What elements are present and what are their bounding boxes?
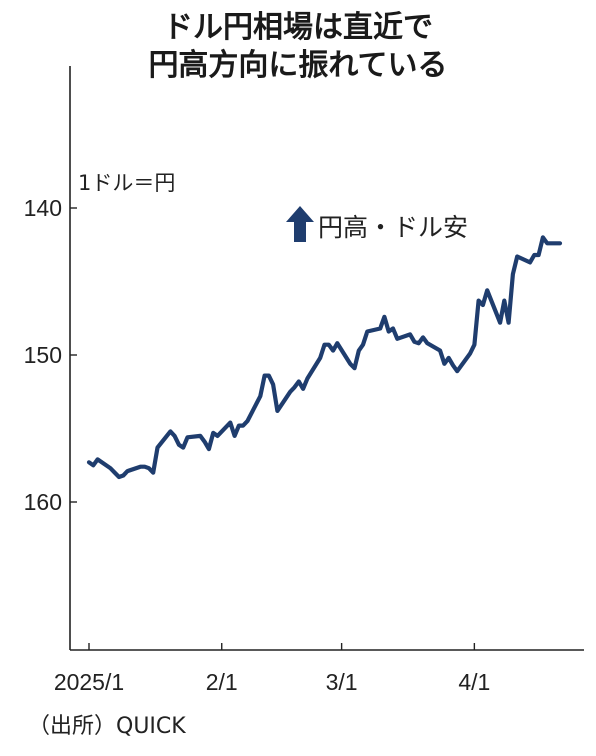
x-tick-label: 4/1 (458, 669, 490, 695)
chart-title-line-2: 円高方向に振れている (148, 48, 448, 83)
chart-title-line-1: ドル円相場は直近で (163, 10, 433, 45)
x-tick-label: 3/1 (326, 669, 358, 695)
direction-annotation-label: 円高・ドル安 (318, 213, 468, 242)
y-tick-label: 140 (24, 195, 62, 221)
source-note: （出所）QUICK (28, 714, 186, 739)
x-tick-label: 2/1 (206, 669, 238, 695)
up-arrow-icon (286, 206, 314, 242)
x-tick-label: 2025/1 (54, 669, 124, 695)
y-tick-label: 150 (24, 342, 62, 368)
y-tick-label: 160 (24, 489, 62, 515)
usd-jpy-series-line (86, 235, 563, 480)
unit-label: 1ドル＝円 (78, 171, 175, 195)
